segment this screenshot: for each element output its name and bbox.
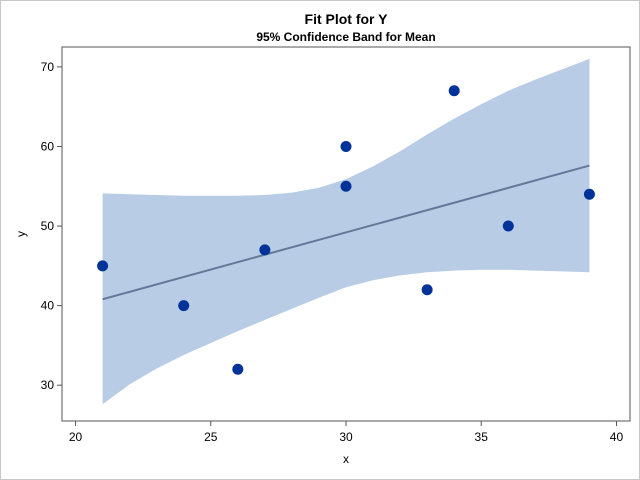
- x-tick-label-35: 35: [475, 430, 489, 444]
- x-axis: 20 25 30 35 40: [69, 421, 624, 444]
- data-point-6: [340, 180, 352, 192]
- y-axis: 30 40 50 60 70: [41, 60, 62, 392]
- fit-line: [102, 164, 590, 301]
- data-point-4: [259, 244, 271, 256]
- y-tick-label-70: 70: [41, 60, 55, 74]
- x-tick-label-25: 25: [204, 430, 218, 444]
- y-tick-label-40: 40: [41, 299, 55, 313]
- x-tick-label-30: 30: [339, 430, 353, 444]
- data-point-7: [421, 284, 433, 296]
- chart-subtitle: 95% Confidence Band for Mean: [256, 30, 435, 44]
- data-point-10: [583, 188, 595, 200]
- data-point-9: [502, 220, 514, 232]
- x-axis-label: x: [343, 452, 349, 466]
- plot-area: [61, 46, 631, 422]
- data-points: [97, 85, 595, 375]
- y-tick-label-60: 60: [41, 139, 55, 153]
- data-point-2: [178, 300, 190, 312]
- y-tick-label-50: 50: [41, 219, 55, 233]
- chart-title: Fit Plot for Y: [305, 11, 389, 27]
- y-tick-label-30: 30: [41, 378, 55, 392]
- data-point-3: [232, 363, 244, 375]
- x-tick-label-20: 20: [69, 430, 83, 444]
- data-point-8: [448, 85, 460, 97]
- data-point-5: [340, 140, 352, 152]
- y-axis-label: y: [14, 231, 28, 237]
- x-tick-label-40: 40: [610, 430, 624, 444]
- data-point-1: [97, 260, 109, 272]
